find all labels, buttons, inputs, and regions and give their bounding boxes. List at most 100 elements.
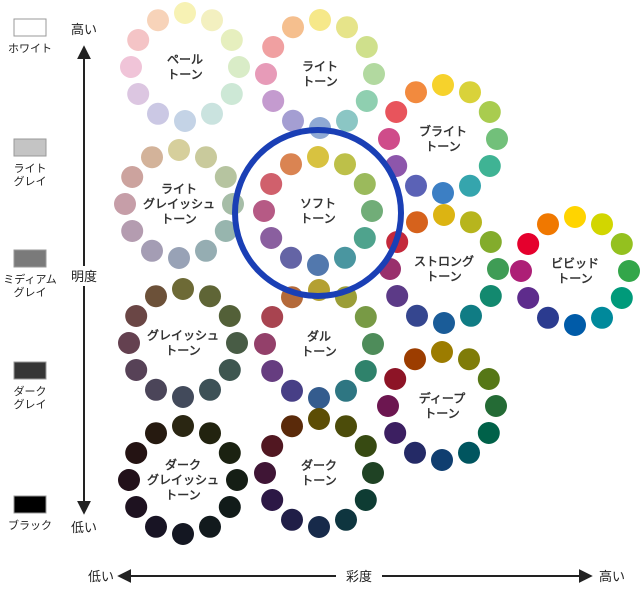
color-dot <box>199 285 221 308</box>
color-dot <box>226 469 248 491</box>
color-dot <box>280 153 302 176</box>
color-dot <box>460 211 482 234</box>
tone-name: トーン <box>161 212 196 226</box>
color-dot <box>125 496 148 518</box>
tone-wheels: ペールトーンライトトーンブライトトーンライトグレイッシュトーンソフトトーンストロ… <box>114 2 640 545</box>
color-dot <box>487 258 509 280</box>
color-dot <box>141 146 163 169</box>
color-dot <box>353 227 376 249</box>
color-dot <box>384 368 407 390</box>
color-dot <box>479 231 502 253</box>
color-dot <box>433 204 455 226</box>
color-dot <box>168 139 190 161</box>
gray-label: グレイ <box>14 174 47 188</box>
color-dot <box>405 174 427 197</box>
color-dot <box>254 462 276 484</box>
color-dot <box>610 233 633 255</box>
color-dot <box>121 220 144 242</box>
color-dot <box>254 333 276 355</box>
color-dot <box>433 312 455 334</box>
color-dot <box>172 386 194 408</box>
color-dot <box>363 63 385 85</box>
color-dot <box>145 378 167 401</box>
color-dot <box>199 422 221 445</box>
gray-swatch <box>13 18 47 37</box>
color-dot <box>120 56 142 78</box>
color-dot <box>354 360 377 382</box>
color-dot <box>591 306 613 329</box>
color-dot <box>307 146 329 168</box>
color-dot <box>218 305 241 327</box>
color-dot <box>354 489 377 511</box>
brightness-low-label: 低い <box>71 521 97 536</box>
color-dot <box>477 368 500 390</box>
color-dot <box>262 36 285 58</box>
color-dot <box>406 304 428 327</box>
color-dot <box>334 153 356 176</box>
color-dot <box>280 246 302 269</box>
color-dot <box>308 387 330 409</box>
color-dot <box>172 278 194 300</box>
color-dot <box>282 16 304 39</box>
color-dot <box>477 422 500 444</box>
color-dot <box>118 469 140 491</box>
color-dot <box>308 408 330 430</box>
tone-name: トーン <box>424 407 459 421</box>
tone-name: ダーク <box>301 458 337 473</box>
color-dot <box>218 442 241 464</box>
color-dot <box>121 166 144 188</box>
color-dot <box>172 523 194 545</box>
tone-name: トーン <box>165 344 200 358</box>
color-dot <box>334 246 356 269</box>
color-dot <box>226 332 248 354</box>
tone-name: トーン <box>557 272 592 286</box>
color-dot <box>261 435 284 457</box>
color-dot <box>336 109 358 132</box>
color-dot <box>218 496 241 518</box>
color-dot <box>354 435 377 457</box>
gray-label: ダーク <box>14 384 47 398</box>
color-dot <box>510 260 532 282</box>
brightness-high-label: 高い <box>71 22 97 38</box>
color-dot <box>384 422 407 444</box>
gray-label: グレイ <box>14 397 47 411</box>
color-dot <box>478 155 501 177</box>
color-dot <box>355 36 378 58</box>
tone-name: トーン <box>301 474 336 488</box>
color-dot <box>168 247 190 269</box>
tone-name: グレイッシュ <box>147 472 219 487</box>
color-dot <box>458 441 480 464</box>
color-dot <box>261 489 284 511</box>
color-dot <box>537 213 559 236</box>
saturation-axis-label: 彩度 <box>346 569 372 585</box>
gray-swatch <box>13 138 47 157</box>
color-dot <box>199 515 221 538</box>
color-dot <box>118 332 140 354</box>
saturation-high-label: 高い <box>599 569 625 585</box>
color-dot <box>172 415 194 437</box>
color-dot <box>220 83 243 105</box>
color-dot <box>147 9 169 32</box>
color-dot <box>147 102 169 125</box>
color-dot <box>459 174 481 197</box>
color-dot <box>478 101 501 123</box>
tone-name: トーン <box>301 345 336 359</box>
color-dot <box>404 348 426 371</box>
tone-name: グレイッシュ <box>143 196 215 211</box>
gray-swatch <box>13 495 47 514</box>
color-dot <box>354 306 377 328</box>
color-dot <box>517 287 540 309</box>
color-dot <box>145 515 167 538</box>
color-dot <box>386 285 409 307</box>
